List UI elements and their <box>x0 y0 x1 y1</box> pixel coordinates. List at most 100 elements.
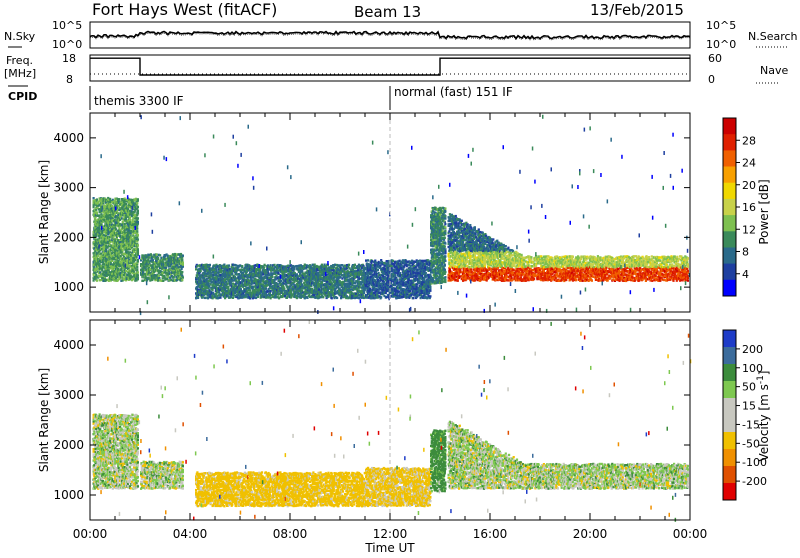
range-cell <box>354 270 356 272</box>
range-cell <box>195 268 197 270</box>
range-cell <box>381 285 383 287</box>
range-cell <box>137 234 139 236</box>
range-cell <box>227 286 229 288</box>
range-cell <box>102 234 104 236</box>
range-cell <box>136 266 138 268</box>
range-cell <box>240 288 242 290</box>
range-cell <box>372 276 374 278</box>
range-cell <box>137 238 139 240</box>
freq-tick-bottom: 8 <box>66 73 73 86</box>
range-cell <box>331 297 333 299</box>
range-cell <box>228 264 230 266</box>
range-cell <box>137 251 139 253</box>
range-cell <box>96 211 98 213</box>
range-cell <box>265 274 267 276</box>
date-title: 13/Feb/2015 <box>590 1 684 19</box>
range-cell <box>105 239 107 241</box>
range-cell <box>354 297 356 299</box>
range-cell <box>152 259 154 261</box>
range-cell <box>127 207 129 209</box>
nave-label: Nave <box>760 64 788 77</box>
range-cell <box>266 284 268 286</box>
range-cell <box>136 202 138 204</box>
range-cell <box>301 270 303 272</box>
range-cell <box>129 219 131 221</box>
range-cell <box>181 271 183 273</box>
range-cell <box>252 276 254 278</box>
range-cell <box>136 268 138 270</box>
range-cell <box>118 198 120 200</box>
range-cell <box>181 279 183 281</box>
range-cell <box>233 294 235 296</box>
range-cell <box>105 259 107 261</box>
range-cell <box>108 271 110 273</box>
range-cell <box>263 266 265 268</box>
nsky-tick-top: 10^5 <box>52 19 82 32</box>
beam-title: Beam 13 <box>354 3 421 21</box>
range-cell <box>151 254 153 256</box>
range-cell <box>277 272 279 274</box>
nsky-trace <box>90 32 690 39</box>
range-cell <box>157 257 159 259</box>
freq-tick-top: 18 <box>62 52 76 65</box>
freq-unit: [MHz] <box>4 67 36 80</box>
range-cell <box>182 255 184 257</box>
nsky-tick-bottom: 10^0 <box>52 38 82 51</box>
range-cell <box>366 262 368 264</box>
range-cell <box>137 212 139 214</box>
freq-trace <box>90 58 690 75</box>
range-cell <box>144 259 146 261</box>
range-cell <box>181 259 183 261</box>
range-cell <box>367 274 369 276</box>
range-cell <box>167 276 169 278</box>
range-cell <box>206 278 208 280</box>
range-cell <box>232 283 234 285</box>
range-cell <box>367 259 369 261</box>
range-cell <box>99 279 101 281</box>
range-cell <box>241 265 243 267</box>
range-cell <box>265 287 267 289</box>
range-cell <box>358 297 360 299</box>
range-cell <box>384 276 386 278</box>
range-cell <box>137 217 139 219</box>
range-cell <box>125 203 127 205</box>
range-cell <box>235 277 237 279</box>
range-cell <box>119 219 121 221</box>
range-cell <box>200 270 202 272</box>
range-cell <box>270 264 272 266</box>
range-cell <box>93 197 95 199</box>
range-cell <box>383 282 385 284</box>
freq-label: Freq. <box>6 54 33 67</box>
range-cell <box>137 259 139 261</box>
nsearch-label: N.Search <box>748 30 798 43</box>
range-cell <box>96 279 98 281</box>
range-cell <box>130 238 132 240</box>
range-cell <box>212 289 214 291</box>
range-cell <box>241 290 243 292</box>
range-cell <box>239 264 241 266</box>
range-cell <box>130 236 132 238</box>
range-cell <box>137 248 139 250</box>
range-cell <box>334 264 336 266</box>
range-cell <box>208 280 210 282</box>
range-cell <box>224 278 226 280</box>
range-cell <box>326 280 328 282</box>
range-cell <box>182 276 184 278</box>
range-cell <box>122 241 124 243</box>
range-cell <box>109 251 111 253</box>
range-cell <box>250 283 252 285</box>
range-cell <box>137 274 139 276</box>
range-cell <box>99 224 101 226</box>
range-cell <box>363 292 365 294</box>
range-cell <box>359 286 361 288</box>
range-cell <box>140 263 142 265</box>
range-cell <box>394 274 396 276</box>
range-cell <box>125 270 127 272</box>
range-cell <box>177 266 179 268</box>
range-cell <box>322 296 324 298</box>
range-cell <box>377 269 379 271</box>
range-cell <box>300 275 302 277</box>
nave-tick-bottom: 0 <box>708 73 715 86</box>
range-cell <box>97 255 99 257</box>
